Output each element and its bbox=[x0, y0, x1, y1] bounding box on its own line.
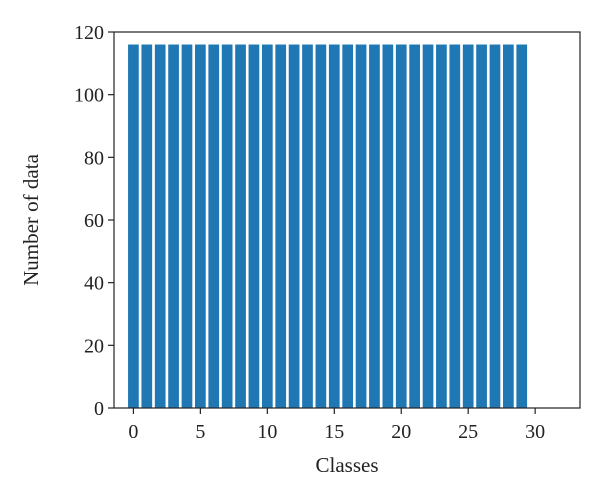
bar-class-22 bbox=[422, 44, 434, 408]
bar-class-23 bbox=[436, 44, 447, 408]
y-tick-label: 20 bbox=[84, 335, 104, 357]
bar-class-2 bbox=[154, 44, 166, 408]
bar-class-9 bbox=[248, 44, 260, 408]
bar-class-8 bbox=[235, 44, 246, 408]
bar-class-24 bbox=[449, 44, 461, 408]
x-ticks-group: 0 5 10 15 20 25 30 bbox=[128, 408, 545, 443]
bar-class-4 bbox=[181, 44, 193, 408]
bar-class-1 bbox=[141, 44, 153, 408]
x-tick-label: 0 bbox=[128, 421, 138, 443]
bar-class-5 bbox=[195, 44, 206, 408]
bar-class-21 bbox=[409, 44, 420, 408]
bar-class-7 bbox=[221, 44, 233, 408]
bar-class-12 bbox=[288, 44, 300, 408]
bar-class-3 bbox=[168, 44, 179, 408]
x-tick-label: 20 bbox=[391, 421, 411, 443]
y-axis-title: Number of data bbox=[19, 153, 43, 285]
bar-class-28 bbox=[503, 44, 514, 408]
y-tick-label: 0 bbox=[94, 398, 104, 420]
bar-class-10 bbox=[261, 44, 273, 408]
y-tick-label: 40 bbox=[84, 273, 104, 295]
x-tick-label: 10 bbox=[257, 421, 277, 443]
bar-class-20 bbox=[395, 44, 407, 408]
bar-class-29 bbox=[516, 44, 528, 408]
bar-class-26 bbox=[476, 44, 487, 408]
bar-class-11 bbox=[275, 44, 287, 408]
x-tick-label: 30 bbox=[525, 421, 545, 443]
bar-class-15 bbox=[328, 44, 340, 408]
bar-class-18 bbox=[369, 44, 380, 408]
x-axis-title: Classes bbox=[316, 453, 379, 477]
bar-class-6 bbox=[208, 44, 220, 408]
x-tick-label: 5 bbox=[195, 421, 205, 443]
x-tick-label: 25 bbox=[458, 421, 478, 443]
x-tick-label: 15 bbox=[324, 421, 344, 443]
y-ticks-group: 0 20 40 60 80 100 120 bbox=[74, 22, 114, 420]
bar-class-25 bbox=[462, 44, 474, 408]
bar-class-0 bbox=[128, 44, 139, 408]
y-tick-label: 120 bbox=[74, 22, 104, 44]
bar-class-17 bbox=[355, 44, 367, 408]
y-tick-label: 80 bbox=[84, 147, 104, 169]
bar-class-27 bbox=[489, 44, 501, 408]
bar-class-14 bbox=[315, 44, 327, 408]
bar-class-13 bbox=[302, 44, 313, 408]
bar-class-16 bbox=[342, 44, 354, 408]
y-tick-label: 100 bbox=[74, 85, 104, 107]
y-tick-label: 60 bbox=[84, 210, 104, 232]
bars-group bbox=[128, 44, 528, 408]
bar-class-19 bbox=[382, 44, 394, 408]
